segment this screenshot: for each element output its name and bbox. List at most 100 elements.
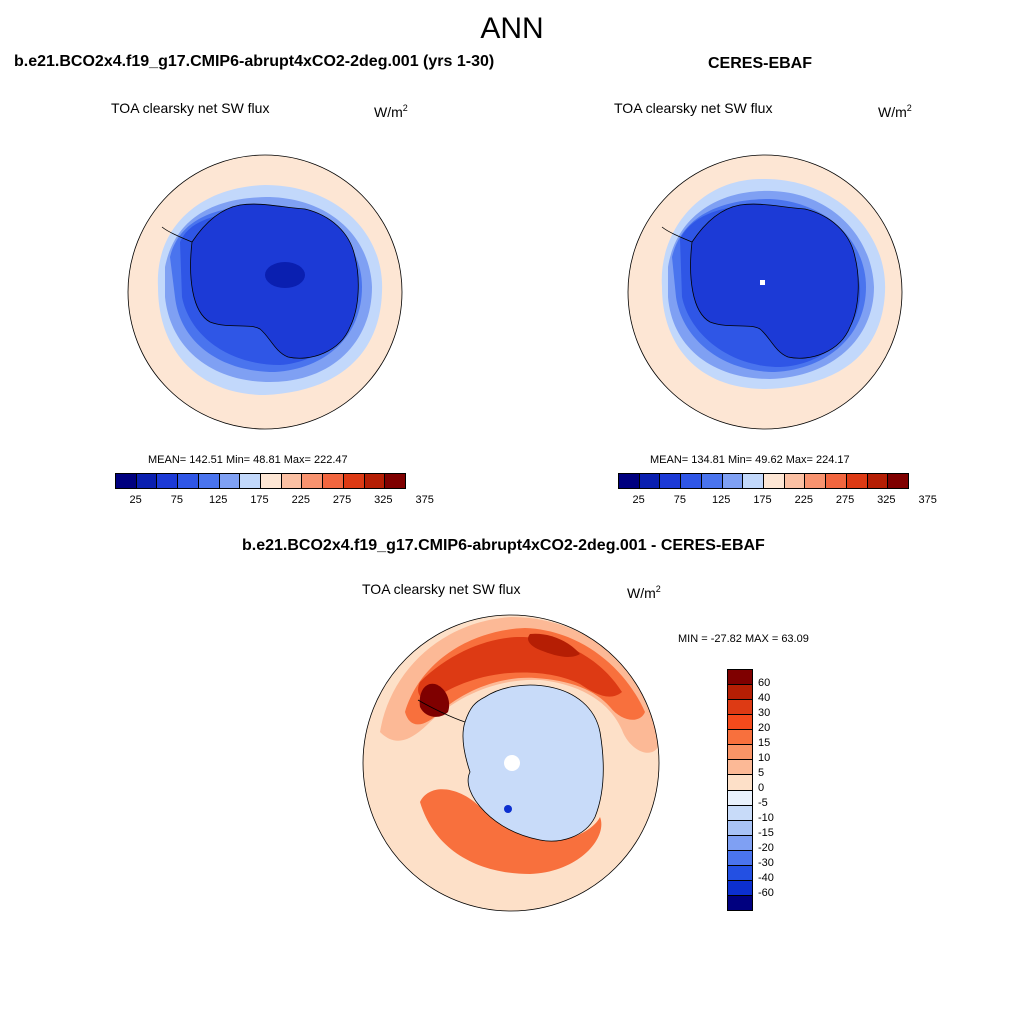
colorbar-swatch <box>281 474 303 488</box>
pole-missing-data <box>760 280 765 285</box>
colorbar-swatch <box>728 685 752 701</box>
panel-2-units: W/m2 <box>878 103 912 120</box>
colorbar-tick-label: 275 <box>835 494 855 506</box>
plateau-minimum <box>265 262 305 288</box>
colorbar-swatch <box>240 474 262 488</box>
panel-2-colorbar <box>618 473 909 489</box>
colorbar-swatch <box>846 474 868 488</box>
colorbar-swatch <box>784 474 806 488</box>
colorbar-swatch <box>261 474 282 488</box>
colorbar-tick-label: 0 <box>758 782 765 794</box>
colorbar-swatch <box>888 474 909 488</box>
colorbar-swatch <box>619 474 640 488</box>
diff-colorbar <box>727 669 753 911</box>
colorbar-tick-label: -30 <box>758 857 774 869</box>
colorbar-tick-label: -20 <box>758 842 774 854</box>
colorbar-tick-label: 325 <box>374 494 393 506</box>
panel-2-colorbar-ticks: 25 75 125 175 225 275 325 375 <box>618 494 937 510</box>
colorbar-tick-label: 175 <box>250 494 269 506</box>
colorbar-tick-label: 5 <box>758 767 765 779</box>
panel-1-stats: MEAN= 142.51 Min= 48.81 Max= 222.47 <box>148 454 348 466</box>
colorbar-tick-label: 75 <box>673 494 687 506</box>
colorbar-swatch <box>302 474 324 488</box>
diff-map <box>362 614 660 912</box>
colorbar-swatch <box>343 474 365 488</box>
colorbar-swatch <box>364 474 386 488</box>
colorbar-swatch <box>722 474 744 488</box>
diff-maximum-peninsula <box>419 683 450 717</box>
map-boundary <box>127 154 403 430</box>
colorbar-swatch <box>157 474 179 488</box>
panel-2-variable-label: TOA clearsky net SW flux <box>614 100 773 116</box>
season-title: ANN <box>480 12 544 45</box>
panel-2-map <box>627 154 903 430</box>
panel-1-colorbar-ticks: 25 75 125 175 225 275 325 375 <box>115 494 434 510</box>
colorbar-tick-label: -40 <box>758 872 774 884</box>
pole-missing-data <box>504 755 520 771</box>
colorbar-swatch <box>728 775 752 791</box>
colorbar-tick-label: 375 <box>918 494 937 506</box>
antarctic-peninsula-outline <box>161 226 193 243</box>
diff-title: b.e21.BCO2x4.f19_g17.CMIP6-abrupt4xCO2-2… <box>242 537 765 554</box>
diff-colorbar-ticks: 60 40 30 20 15 10 5 0 -5 -10 -15 -20 -30 -40 -60 <box>758 669 798 909</box>
colorbar-tick-label: 125 <box>712 494 731 506</box>
colorbar-swatch <box>728 700 752 716</box>
colorbar-swatch <box>728 670 752 686</box>
colorbar-swatch <box>728 865 752 881</box>
colorbar-swatch <box>728 760 752 776</box>
antarctic-peninsula-outline <box>417 699 466 723</box>
colorbar-tick-label: 40 <box>758 692 771 704</box>
colorbar-swatch <box>728 730 752 746</box>
antarctica-landmass <box>462 684 604 842</box>
colorbar-swatch <box>728 895 752 910</box>
colorbar-tick-label: 25 <box>129 494 142 506</box>
panel-2-stats: MEAN= 134.81 Min= 49.62 Max= 224.17 <box>650 454 850 466</box>
panel-1-units: W/m2 <box>374 103 408 120</box>
colorbar-tick-label: 25 <box>632 494 645 506</box>
diff-stats: MIN = -27.82 MAX = 63.09 <box>678 633 809 645</box>
colorbar-tick-label: 275 <box>332 494 352 506</box>
map-boundary <box>362 614 660 912</box>
colorbar-swatch <box>385 474 406 488</box>
diff-variable-label: TOA clearsky net SW flux <box>362 581 521 597</box>
colorbar-tick-label: 75 <box>170 494 184 506</box>
colorbar-tick-label: 125 <box>209 494 228 506</box>
colorbar-swatch <box>701 474 723 488</box>
colorbar-tick-label: 225 <box>794 494 813 506</box>
colorbar-tick-label: -15 <box>758 827 774 839</box>
colorbar-swatch <box>805 474 827 488</box>
colorbar-tick-label: 325 <box>877 494 896 506</box>
colorbar-swatch <box>728 835 752 851</box>
antarctica-landmass <box>690 203 859 359</box>
colorbar-swatch <box>136 474 158 488</box>
colorbar-swatch <box>728 820 752 836</box>
diff-maximum-north <box>528 633 580 657</box>
panel-1-variable-label: TOA clearsky net SW flux <box>111 100 270 116</box>
colorbar-swatch <box>764 474 785 488</box>
colorbar-swatch <box>198 474 220 488</box>
panel-2-title: CERES-EBAF <box>708 55 813 72</box>
diff-contour-20-south <box>420 789 602 874</box>
panel-1-title: b.e21.BCO2x4.f19_g17.CMIP6-abrupt4xCO2-2… <box>14 53 495 70</box>
colorbar-swatch <box>728 790 752 806</box>
colorbar-swatch <box>116 474 137 488</box>
colorbar-swatch <box>728 715 752 731</box>
colorbar-swatch <box>728 805 752 821</box>
colorbar-swatch <box>323 474 344 488</box>
colorbar-tick-label: 20 <box>758 722 771 734</box>
colorbar-tick-label: -5 <box>758 797 768 809</box>
colorbar-swatch <box>639 474 661 488</box>
panel-1-colorbar <box>115 473 406 489</box>
diff-units: W/m2 <box>627 584 661 601</box>
diff-minimum-spot <box>504 805 512 813</box>
colorbar-swatch <box>681 474 702 488</box>
colorbar-tick-label: 30 <box>758 707 771 719</box>
colorbar-swatch <box>743 474 765 488</box>
colorbar-swatch <box>728 850 752 866</box>
colorbar-swatch <box>219 474 241 488</box>
colorbar-swatch <box>178 474 199 488</box>
colorbar-tick-label: 60 <box>758 677 771 689</box>
colorbar-tick-label: 15 <box>758 737 771 749</box>
colorbar-tick-label: 225 <box>291 494 310 506</box>
colorbar-tick-label: -10 <box>758 812 774 824</box>
